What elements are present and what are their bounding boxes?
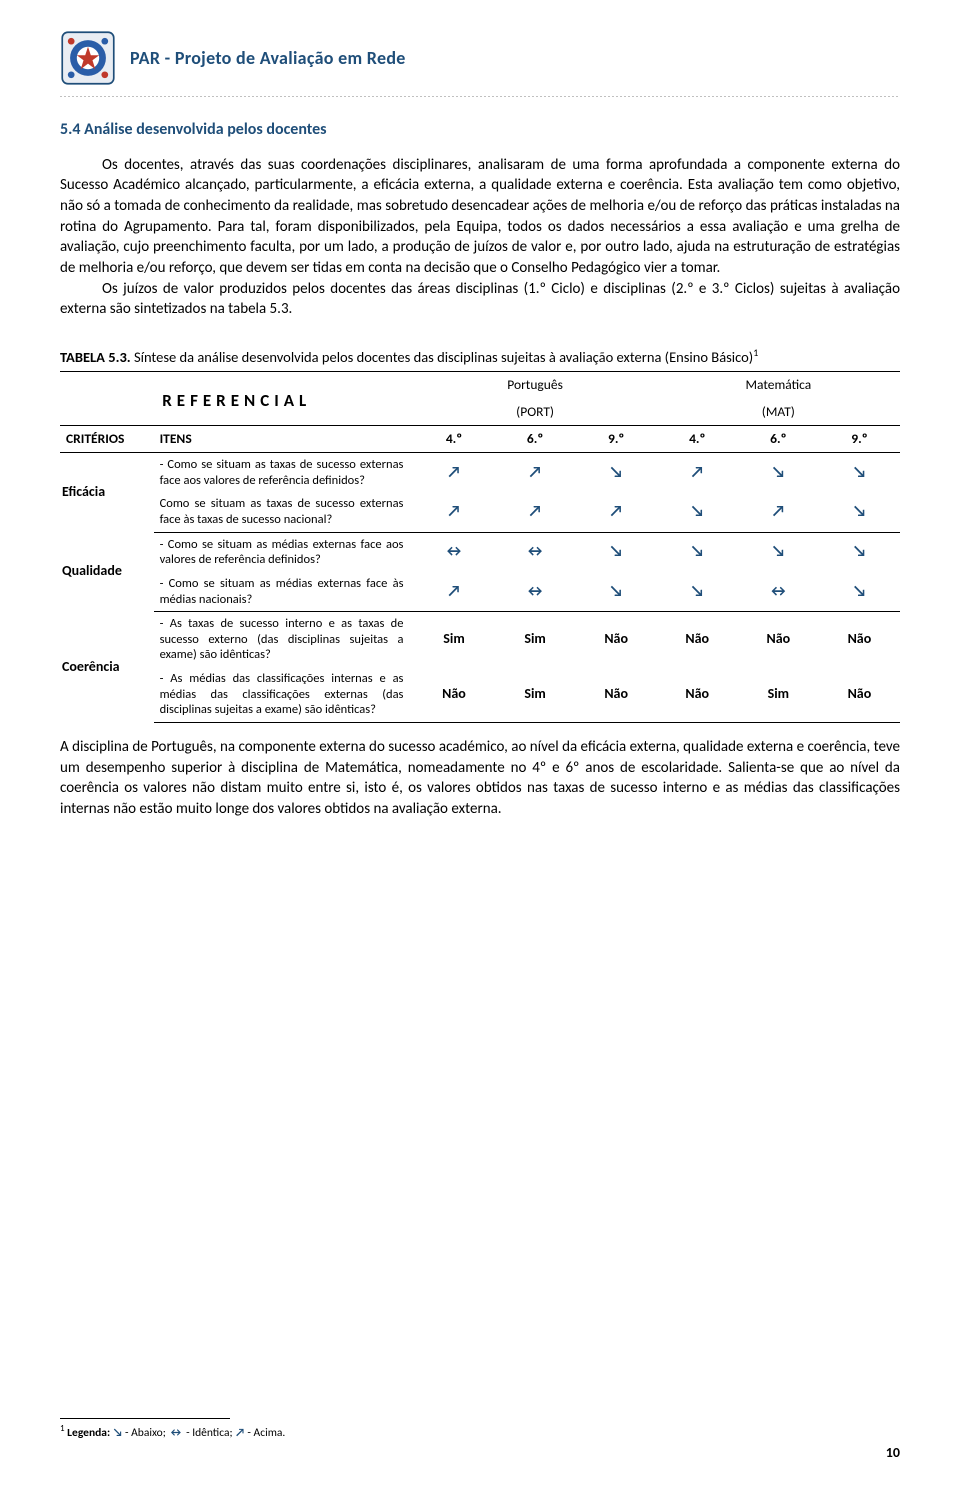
legend-eq-icon: ↔ [168,1426,183,1440]
value-cell: ↗ [738,492,819,532]
col-criterios: CRITÉRIOS [60,425,154,452]
criterion-cell: Qualidade [60,532,154,612]
table-caption-label: TABELA 5.3. [60,348,131,366]
table-caption: TABELA 5.3. Síntese da análise desenvolv… [60,346,900,367]
value-cell: ↗ [657,453,738,493]
after-table-paragraph: A disciplina de Português, na componente… [60,737,900,820]
value-cell: ↘ [819,572,900,612]
grade-1: 6.º [495,425,576,452]
legend-up-label: - Acima. [245,1426,285,1440]
subject-port-abbrev: (PORT) [516,403,554,420]
col-itens: ITENS [154,425,414,452]
logo-emblem [60,30,116,86]
value-cell: ↘ [576,453,657,493]
value-cell: ↘ [576,532,657,572]
value-cell: ↗ [576,492,657,532]
value-cell: ↘ [819,532,900,572]
referencial-label: REFERENCIAL [66,382,407,415]
doc-header-title: PAR - Projeto de Avaliação em Rede [130,46,406,70]
value-cell: ↗ [413,453,494,493]
value-cell: Não [738,612,819,667]
item-cell: - Como se situam as taxas de sucesso ext… [154,453,414,493]
section-number: 5.4 [60,120,81,139]
legend-down-label: - Abaixo; [122,1426,165,1440]
footnote-marker: 1 [753,346,758,359]
value-cell: Não [819,612,900,667]
item-cell: - As taxas de sucesso interno e as taxas… [154,612,414,667]
value-cell: ↘ [738,453,819,493]
doc-header: PAR - Projeto de Avaliação em Rede [60,30,900,86]
value-cell: ↘ [819,453,900,493]
value-cell: ↘ [819,492,900,532]
value-cell: Não [657,612,738,667]
item-cell: - As médias das classificações internas … [154,667,414,722]
value-cell: ↔ [738,572,819,612]
analysis-table: REFERENCIAL Português Matemática (PORT) … [60,371,900,722]
section-title-text: Análise desenvolvida pelos docentes [84,120,326,139]
value-cell: ↔ [495,532,576,572]
item-cell: Como se situam as taxas de sucesso exter… [154,492,414,532]
value-cell: Sim [495,667,576,722]
value-cell: ↗ [495,453,576,493]
value-cell: Sim [495,612,576,667]
criterion-cell: Coerência [60,612,154,723]
footnote-separator [60,1418,230,1419]
value-cell: Não [576,612,657,667]
paragraph-2: Os juízos de valor produzidos pelos doce… [60,279,900,320]
grade-2: 9.º [576,425,657,452]
grade-0: 4.º [413,425,494,452]
footnote-lead: Legenda: [67,1426,110,1440]
subject-mat-name: Matemática [746,376,812,393]
value-cell: Sim [413,612,494,667]
value-cell: ↘ [738,532,819,572]
emblem-icon [60,30,116,86]
criterion-cell: Eficácia [60,453,154,533]
value-cell: Não [576,667,657,722]
value-cell: ↘ [657,492,738,532]
value-cell: ↔ [495,572,576,612]
subject-port-name: Português [507,376,563,393]
item-cell: - Como se situam as médias externas face… [154,572,414,612]
section-heading: 5.4 Análise desenvolvida pelos docentes [60,119,900,141]
page: PAR - Projeto de Avaliação em Rede 5.4 A… [0,0,960,860]
value-cell: ↘ [657,572,738,612]
footnote-legend: 1 Legenda: ↘ - Abaixo; ↔ - Idêntica; ↗ -… [60,1423,900,1441]
value-cell: ↗ [495,492,576,532]
page-number: 10 [886,1444,900,1463]
footer: 1 Legenda: ↘ - Abaixo; ↔ - Idêntica; ↗ -… [60,1418,900,1441]
paragraph-1: Os docentes, através das suas coordenaçõ… [60,155,900,279]
subject-mat-abbrev: (MAT) [762,403,795,420]
value-cell: ↔ [413,532,494,572]
legend-eq-label: - Idêntica; [183,1426,232,1440]
footnote-num: 1 [60,1423,65,1434]
value-cell: ↘ [657,532,738,572]
value-cell: Não [413,667,494,722]
item-cell: - Como se situam as médias externas face… [154,532,414,572]
grade-4: 6.º [738,425,819,452]
value-cell: Não [819,667,900,722]
value-cell: ↗ [413,572,494,612]
value-cell: Não [657,667,738,722]
header-rule [60,96,900,97]
value-cell: Sim [738,667,819,722]
value-cell: ↗ [413,492,494,532]
grade-3: 4.º [657,425,738,452]
value-cell: ↘ [576,572,657,612]
grade-5: 9.º [819,425,900,452]
legend-down-icon: ↘ [113,1426,123,1440]
legend-up-icon: ↗ [235,1426,245,1440]
table-caption-text: Síntese da análise desenvolvida pelos do… [134,348,753,366]
